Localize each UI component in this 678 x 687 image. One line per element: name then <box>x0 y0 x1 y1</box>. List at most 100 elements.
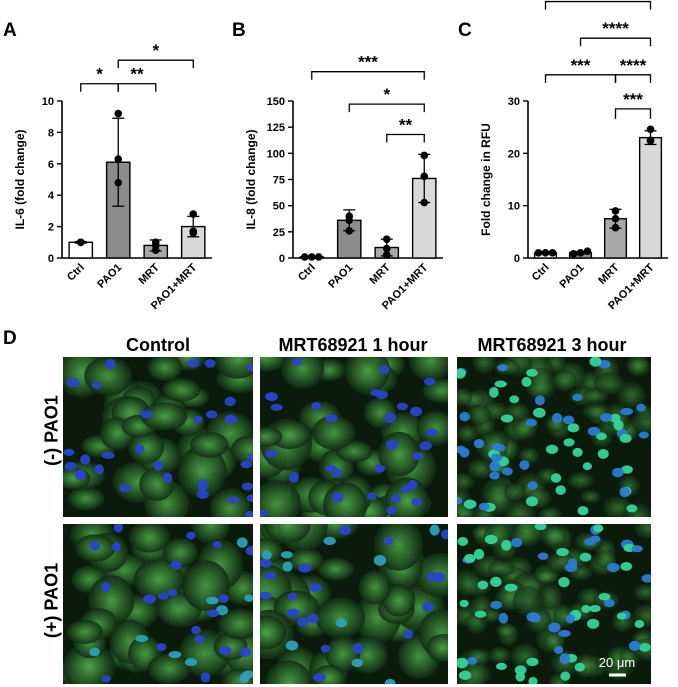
y-tick-label: 8 <box>48 127 54 139</box>
cell-body <box>517 416 539 431</box>
nucleus <box>260 509 268 517</box>
nucleus <box>94 464 104 475</box>
nucleus <box>457 445 466 454</box>
cell-body <box>312 665 346 684</box>
cell-body <box>231 435 253 465</box>
nucleus <box>80 454 91 465</box>
significance-label: ** <box>130 65 144 84</box>
nucleus <box>280 551 293 559</box>
data-point <box>576 248 585 257</box>
cell-body <box>583 387 609 404</box>
cell-body <box>484 430 509 450</box>
cell-body <box>457 505 477 517</box>
data-point <box>569 250 578 258</box>
cell-body <box>623 502 651 517</box>
nucleus <box>384 678 396 684</box>
nucleus <box>457 368 466 379</box>
data-point <box>189 227 198 236</box>
cell-body <box>224 629 253 677</box>
cell-body <box>381 615 419 642</box>
nucleus <box>567 423 580 433</box>
cell-body <box>175 386 210 408</box>
cell-body <box>260 418 312 471</box>
cell-body <box>397 633 441 680</box>
nucleus <box>563 415 575 425</box>
cell-body <box>414 552 448 597</box>
cell-body <box>536 598 568 632</box>
nucleus <box>563 438 575 447</box>
cell-body <box>548 528 572 554</box>
cell-body <box>457 668 485 684</box>
cell-body <box>382 583 416 617</box>
panel-label-a: A <box>3 20 17 41</box>
significance-label: **** <box>585 0 612 2</box>
cell-body <box>487 460 511 476</box>
nucleus <box>572 447 583 458</box>
nucleus <box>519 460 530 470</box>
cell-body <box>523 357 554 386</box>
cell-body <box>567 601 595 621</box>
cell-body <box>197 539 244 590</box>
cell-body <box>131 534 171 563</box>
cell-body <box>634 524 651 539</box>
cell-body <box>139 467 175 501</box>
nucleus <box>511 537 523 548</box>
cell-body <box>275 646 320 684</box>
nucleus <box>63 448 75 456</box>
cell-body <box>101 396 152 442</box>
nucleus <box>474 610 487 618</box>
significance-label: **** <box>620 56 647 75</box>
data-point <box>189 210 198 218</box>
cell-body <box>79 608 118 640</box>
cell-body <box>482 442 514 464</box>
cell-body <box>506 526 537 545</box>
nucleus <box>477 580 489 590</box>
cell-body <box>473 413 496 438</box>
cell-body <box>86 533 129 573</box>
nucleus <box>489 471 500 480</box>
cell-body <box>275 481 308 508</box>
micrograph-row2-col3 <box>457 524 651 684</box>
cell-body <box>557 547 590 569</box>
nucleus <box>375 390 388 400</box>
micrograph-row-header-pao1: (+) PAO1 <box>41 562 62 639</box>
cell-body <box>300 430 341 462</box>
cell-body <box>495 623 517 639</box>
cell-body <box>395 490 432 517</box>
cell-body <box>513 524 538 536</box>
significance-label: ** <box>399 115 413 134</box>
cell-body <box>260 426 283 447</box>
nucleus <box>193 415 203 424</box>
cell-body <box>532 569 553 584</box>
cell-body <box>205 411 253 457</box>
nucleus <box>239 672 250 684</box>
data-point <box>114 178 123 187</box>
cell-body <box>260 556 291 594</box>
data-point <box>76 238 85 247</box>
significance-bracket <box>348 103 425 113</box>
nucleus <box>559 653 571 665</box>
nucleus <box>385 439 399 450</box>
y-tick-label: 10 <box>508 201 520 213</box>
cell-body <box>315 597 365 639</box>
nucleus <box>457 496 463 505</box>
cell-body <box>526 367 557 401</box>
cell-body <box>511 572 543 600</box>
nucleus <box>403 629 413 639</box>
cell-body <box>109 619 150 664</box>
cell-body <box>535 467 559 485</box>
cell-body <box>182 560 230 611</box>
nucleus <box>246 494 253 502</box>
nucleus <box>216 605 228 616</box>
nucleus <box>411 452 424 461</box>
nucleus <box>612 467 624 478</box>
cell-body <box>67 487 105 511</box>
nucleus <box>545 444 559 454</box>
x-tick-label: Ctrl <box>296 262 318 284</box>
cell-body <box>611 610 635 633</box>
nucleus <box>574 662 585 672</box>
cell-body <box>273 590 319 625</box>
significance-label: * <box>383 85 390 104</box>
y-tick-label: 50 <box>273 201 285 213</box>
cell-body <box>218 608 253 640</box>
